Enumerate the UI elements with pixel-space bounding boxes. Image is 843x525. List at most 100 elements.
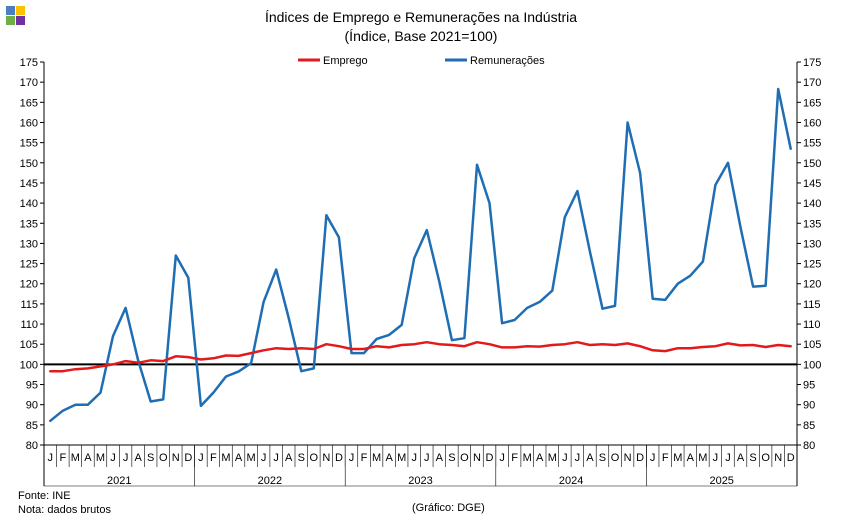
y-tick-label-right: 105 [803,339,821,351]
logo-square-2 [16,6,25,15]
logo-square-1 [6,6,15,15]
y-tick-label-right: 170 [803,77,821,89]
x-tick-label: S [147,452,154,464]
y-tick-label-right: 95 [803,380,815,392]
x-tick-label: J [499,452,505,464]
y-tick-label-left: 110 [20,319,38,331]
y-tick-label-left: 150 [20,158,38,170]
legend-label-remuneracoes: Remunerações [470,55,545,67]
y-tick-label-left: 175 [20,57,38,69]
x-tick-label: A [134,452,142,464]
y-tick-label-left: 145 [20,178,38,190]
y-tick-label-right: 115 [803,299,821,311]
x-tick-label: N [774,452,782,464]
x-tick-label: J [198,452,204,464]
x-tick-label: J [424,452,430,464]
x-tick-label: M [698,452,707,464]
y-tick-label-left: 105 [20,339,38,351]
year-label: 2022 [258,475,282,487]
x-tick-label: A [385,452,393,464]
year-label: 2025 [709,475,733,487]
year-label: 2021 [107,475,131,487]
y-tick-label-left: 130 [20,238,38,250]
x-tick-label: M [673,452,682,464]
y-tick-label-left: 115 [20,299,38,311]
chart-subtitle: (Índice, Base 2021=100) [345,28,498,44]
legend-label-emprego: Emprego [323,55,368,67]
y-tick-label-right: 100 [803,359,821,371]
logo-square-3 [6,16,15,25]
y-tick-label-left: 165 [20,97,38,109]
y-tick-label-right: 165 [803,97,821,109]
series-line-emprego [49,340,792,373]
y-tick-label-left: 160 [20,117,38,129]
x-tick-label: M [372,452,381,464]
y-tick-label-right: 145 [803,178,821,190]
data-note: Nota: dados brutos [18,504,111,516]
x-tick-label: M [221,452,230,464]
x-tick-label: N [473,452,481,464]
x-tick-label: J [575,452,581,464]
y-tick-label-left: 170 [20,77,38,89]
x-tick-label: O [761,452,770,464]
x-tick-label: J [650,452,656,464]
x-tick-label: A [536,452,544,464]
x-tick-label: O [159,452,168,464]
year-label: 2024 [559,475,583,487]
x-tick-label: D [787,452,795,464]
x-tick-label: J [349,452,355,464]
x-tick-label: J [411,452,417,464]
y-tick-label-right: 125 [803,259,821,271]
x-tick-label: M [523,452,532,464]
source-note: Fonte: INE [18,490,71,502]
y-tick-label-right: 175 [803,57,821,69]
x-tick-label: S [298,452,305,464]
y-tick-label-right: 155 [803,138,821,150]
chart-marks [44,87,797,423]
x-tick-label: N [172,452,180,464]
chart-title: Índices de Emprego e Remunerações na Ind… [265,9,577,25]
x-tick-label: D [486,452,494,464]
x-tick-label: O [460,452,469,464]
y-tick-label-right: 130 [803,238,821,250]
y-tick-label-right: 120 [803,279,821,291]
x-tick-label: A [586,452,594,464]
x-tick-label: M [96,452,105,464]
x-tick-label: J [725,452,731,464]
y-tick-label-left: 90 [26,400,38,412]
y-tick-label-right: 110 [803,319,821,331]
x-tick-label: J [273,452,279,464]
y-tick-label-left: 125 [20,259,38,271]
x-tick-label: A [235,452,243,464]
x-tick-label: D [335,452,343,464]
x-tick-label: F [511,452,518,464]
x-tick-label: A [436,452,444,464]
y-tick-label-right: 85 [803,420,815,432]
y-tick-label-right: 160 [803,117,821,129]
x-tick-label: M [246,452,255,464]
y-tick-label-left: 120 [20,279,38,291]
x-tick-label: O [611,452,620,464]
credit-note: (Gráfico: DGE) [412,502,485,514]
y-tick-label-right: 90 [803,400,815,412]
y-tick-label-left: 100 [20,359,38,371]
x-tick-label: F [210,452,217,464]
x-tick-label: S [599,452,606,464]
x-tick-label: N [624,452,632,464]
legend: Emprego Remunerações [298,55,545,67]
y-tick-label-left: 135 [20,218,38,230]
x-tick-label: F [59,452,66,464]
x-tick-label: A [84,452,92,464]
x-tick-label: O [310,452,319,464]
y-tick-label-right: 80 [803,440,815,452]
x-tick-label: J [110,452,116,464]
x-tick-label: M [71,452,80,464]
x-tick-label: J [562,452,568,464]
y-tick-label-left: 140 [20,198,38,210]
y-tick-label-left: 85 [26,420,38,432]
x-tick-label: F [662,452,669,464]
y-tick-label-left: 95 [26,380,38,392]
axes: 80 80 85 85 90 90 95 95 100 100 105 105 110 110 115 115… [20,57,822,487]
y-tick-label-right: 135 [803,218,821,230]
